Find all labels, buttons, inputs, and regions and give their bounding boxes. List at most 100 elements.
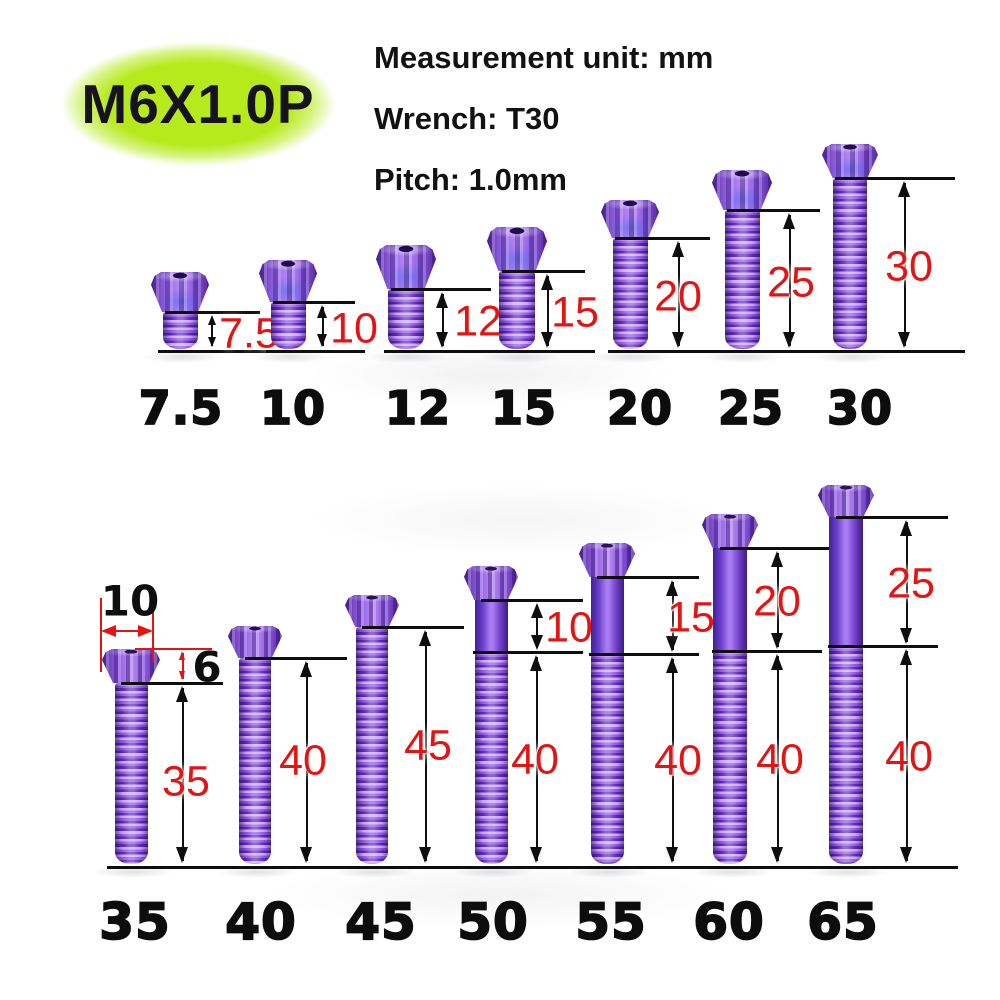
arrow-head	[672, 241, 685, 257]
arrow-head	[419, 847, 432, 863]
arrow-head	[207, 315, 216, 325]
bolt-shaft	[829, 646, 863, 864]
arrow-head	[672, 332, 685, 348]
bolt-head	[228, 626, 282, 658]
arrow-head	[179, 651, 186, 660]
dim-tick	[210, 317, 214, 346]
bolt-head	[487, 227, 547, 271]
dim-tick	[424, 632, 428, 861]
spec-list: Measurement unit: mm Wrench: T30 Pitch: …	[374, 40, 713, 223]
dim-line	[362, 625, 464, 629]
arrow-head	[900, 520, 913, 536]
dim-line	[615, 236, 710, 240]
dim-tick	[677, 243, 681, 346]
spec-wrench: Wrench: T30	[374, 101, 560, 136]
bolt-shadow	[578, 349, 686, 365]
dim-line	[473, 650, 583, 654]
dim-line	[822, 865, 958, 869]
bolt-head	[601, 200, 659, 238]
shaft-length-value: 20	[654, 272, 702, 320]
shank-length-value: 20	[753, 577, 801, 625]
arrow-head	[207, 337, 216, 348]
head-height-value: 6	[192, 642, 222, 692]
shaft-length-value: 45	[404, 721, 452, 769]
shank-length-value: 10	[545, 603, 593, 652]
bolt-shadow	[798, 349, 906, 365]
bolt-shaft	[356, 627, 388, 864]
bolt-shaft	[724, 210, 760, 349]
dim-tick	[905, 522, 909, 642]
dim-line	[467, 865, 593, 869]
arrow-head	[771, 633, 784, 649]
shaft-length-value: 12	[454, 297, 502, 346]
dim-line	[706, 865, 842, 869]
bolt-head	[822, 144, 878, 178]
arrow-head	[666, 636, 679, 652]
bolt-shadow	[354, 349, 462, 365]
size-label: 60	[692, 892, 765, 952]
arrow-head	[176, 847, 189, 863]
dim-line	[583, 865, 709, 869]
size-label: 45	[344, 892, 417, 952]
arrow-head	[898, 181, 911, 197]
size-label: 12	[384, 380, 452, 436]
dim-tick	[903, 183, 907, 346]
dim-line	[495, 349, 595, 353]
dim-line	[597, 575, 699, 579]
dim-line	[828, 644, 938, 648]
shaft-length-value: 30	[885, 242, 933, 290]
size-label: 40	[224, 892, 297, 952]
dim-line	[121, 681, 223, 685]
dim-line	[231, 865, 357, 869]
bolt-shank	[474, 598, 508, 654]
dim-line	[158, 349, 270, 353]
dim-line	[103, 629, 151, 633]
arrow-head	[900, 847, 913, 863]
thread-spec-text: M6X1.0P	[81, 73, 315, 135]
arrow-head	[300, 661, 313, 677]
dim-tick	[181, 653, 185, 679]
bolt-shaft	[833, 178, 867, 349]
bolt-shank	[590, 575, 624, 656]
dim-tick	[441, 294, 445, 346]
arrow-head	[179, 671, 186, 681]
arrow-head	[530, 847, 543, 863]
spec-pitch: Pitch: 1.0mm	[374, 162, 567, 197]
size-label: 65	[806, 892, 879, 952]
bolt-shadow	[128, 349, 236, 365]
arrow-head	[783, 332, 796, 348]
dim-line	[107, 865, 233, 869]
bolt-head	[702, 514, 758, 548]
bolt-head	[818, 485, 874, 517]
shaft-length-value: 35	[162, 757, 210, 805]
dim-tick	[99, 598, 103, 672]
bolt-head	[151, 272, 209, 312]
bolt-shaft	[612, 238, 648, 349]
bolt-shaft	[474, 652, 508, 864]
arrow-head	[317, 334, 328, 348]
arrow-head	[436, 292, 449, 308]
dim-tick	[776, 656, 780, 861]
thread-spec-badge: M6X1.0P	[22, 24, 374, 184]
bolt-shaft	[162, 312, 198, 349]
arrow-head	[900, 649, 913, 665]
shank-length-value: 25	[887, 559, 935, 607]
dim-tick	[671, 582, 675, 650]
bolt-shaft	[388, 289, 424, 349]
bolt-shadow	[236, 349, 344, 365]
bolt-shaft	[114, 683, 148, 864]
shaft-length-value: 40	[511, 735, 559, 784]
arrow-head	[101, 624, 116, 637]
dim-line	[245, 656, 347, 660]
dim-line	[348, 865, 474, 869]
size-label: 35	[98, 892, 171, 952]
dim-line	[135, 647, 212, 651]
dim-line	[273, 300, 355, 304]
dim-line	[481, 598, 583, 602]
dim-line	[720, 546, 832, 550]
shaft-length-value: 40	[885, 732, 933, 781]
shaft-length-value: 40	[654, 736, 702, 785]
shaft-length-value: 40	[279, 736, 327, 785]
bolt-head	[579, 543, 635, 577]
